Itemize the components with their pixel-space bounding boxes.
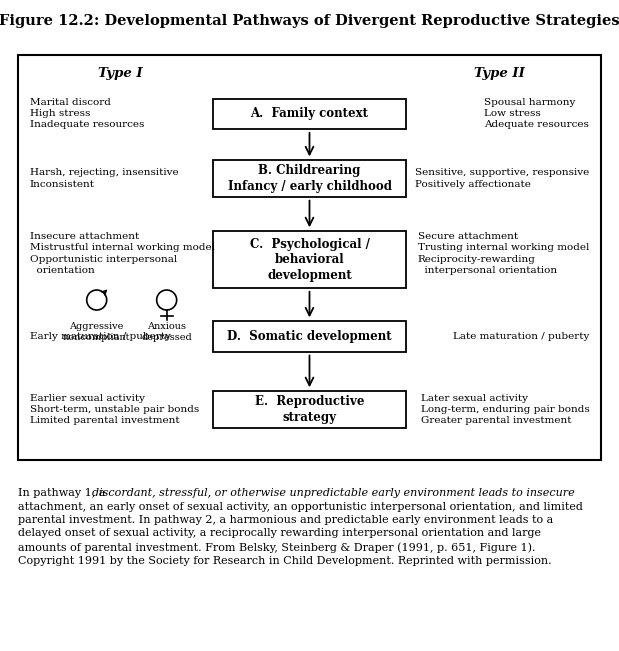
Text: Secure attachment
Trusting internal working model
Reciprocity-rewarding
  interp: Secure attachment Trusting internal work…	[418, 232, 589, 275]
Text: Later sexual activity
Long-term, enduring pair bonds
Greater parental investment: Later sexual activity Long-term, endurin…	[420, 394, 589, 425]
Bar	[214, 160, 405, 197]
Text: Aggressive
noncompliant: Aggressive noncompliant	[63, 322, 131, 342]
Bar	[214, 391, 405, 428]
Text: attachment, an early onset of sexual activity, an opportunistic interpersonal or: attachment, an early onset of sexual act…	[18, 501, 583, 512]
Text: Early maturation / puberty: Early maturation / puberty	[30, 332, 171, 341]
Text: B. Childrearing
Infancy / early childhood: B. Childrearing Infancy / early childhoo…	[228, 164, 391, 193]
Text: A.  Family context: A. Family context	[251, 107, 368, 120]
Text: amounts of parental investment. From Belsky, Steinberg & Draper (1991, p. 651, F: amounts of parental investment. From Bel…	[18, 542, 535, 553]
Text: Spousal harmony
Low stress
Adequate resources: Spousal harmony Low stress Adequate reso…	[485, 98, 589, 130]
Text: Figure 12.2: Developmental Pathways of Divergent Reproductive Strategies: Figure 12.2: Developmental Pathways of D…	[0, 14, 619, 28]
Text: Harsh, rejecting, insensitive
Inconsistent: Harsh, rejecting, insensitive Inconsiste…	[30, 169, 178, 189]
Text: discordant, stressful, or otherwise unpredictable early environment leads to ins: discordant, stressful, or otherwise unpr…	[92, 488, 574, 498]
Text: Type II: Type II	[474, 66, 524, 79]
Text: C.  Psychological /
behavioral
development: C. Psychological / behavioral developmen…	[249, 238, 370, 281]
Bar	[214, 231, 405, 288]
Bar	[214, 98, 405, 129]
Bar	[214, 322, 405, 352]
Text: Earlier sexual activity
Short-term, unstable pair bonds
Limited parental investm: Earlier sexual activity Short-term, unst…	[30, 394, 199, 425]
Text: Anxious
depressed: Anxious depressed	[141, 322, 192, 342]
Text: Type I: Type I	[98, 66, 142, 79]
Text: delayed onset of sexual activity, a reciprocally rewarding interpersonal orienta: delayed onset of sexual activity, a reci…	[18, 529, 541, 538]
Text: parental investment. In pathway 2, a harmonious and predictable early environmen: parental investment. In pathway 2, a har…	[18, 515, 553, 525]
Text: Sensitive, supportive, responsive
Positively affectionate: Sensitive, supportive, responsive Positi…	[415, 169, 589, 189]
Bar	[18, 55, 601, 460]
Text: Late maturation / puberty: Late maturation / puberty	[453, 332, 589, 341]
Text: In pathway 1, a: In pathway 1, a	[18, 488, 109, 498]
Text: D.  Somatic development: D. Somatic development	[227, 330, 392, 343]
Text: E.  Reproductive
strategy: E. Reproductive strategy	[255, 395, 364, 424]
Text: Insecure attachment
Mistrustful internal working model
Opportunistic interperson: Insecure attachment Mistrustful internal…	[30, 232, 215, 275]
Text: Copyright 1991 by the Society for Research in Child Development. Reprinted with : Copyright 1991 by the Society for Resear…	[18, 555, 552, 566]
Text: Marital discord
High stress
Inadequate resources: Marital discord High stress Inadequate r…	[30, 98, 144, 130]
